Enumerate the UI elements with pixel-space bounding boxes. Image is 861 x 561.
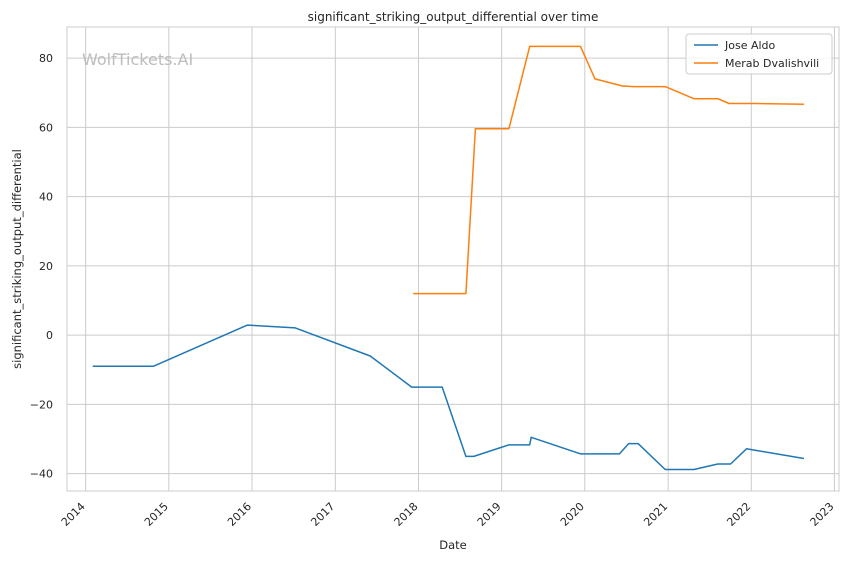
chart-title: significant_striking_output_differential… [308,10,599,24]
grid [67,27,839,491]
series-layer [92,45,805,471]
x-axis-label: Date [439,538,467,552]
watermark: WolfTickets.AI [82,50,193,69]
x-tick-label: 2022 [724,500,753,529]
x-tick-labels: 2014 2015 2016 2017 2018 2019 2020 2021 2022 2023 [59,500,837,529]
x-tick-label: 2019 [475,500,504,529]
y-tick-labels: −40 −20 0 20 40 60 80 [30,52,53,481]
x-tick-label: 2018 [392,500,421,529]
y-tick-label: 20 [39,260,53,273]
y-tick-label: −20 [30,398,53,411]
plot-background [67,27,839,491]
x-tick-label: 2020 [558,500,587,529]
y-tick-label: 60 [39,121,53,134]
legend: Jose Aldo Merab Dvalishvili [685,33,833,75]
series-line-jose-aldo [92,324,805,471]
y-tick-label: −40 [30,468,53,481]
x-tick-label: 2014 [59,500,88,529]
legend-label-merab-dvalishvili: Merab Dvalishvili [725,57,819,70]
x-tick-label: 2016 [225,500,254,529]
x-tick-label: 2023 [808,500,837,529]
plot-frame [66,26,840,492]
legend-box [685,33,833,75]
x-tick-label: 2015 [142,500,171,529]
series-line-merab-dvalishvili [413,45,804,295]
y-tick-label: 40 [39,191,53,204]
x-tick-label: 2021 [641,500,670,529]
legend-label-jose-aldo: Jose Aldo [724,39,776,52]
y-axis-label: significant_striking_output_differential [10,149,24,369]
y-tick-label: 0 [46,329,53,342]
y-tick-label: 80 [39,52,53,65]
x-tick-label: 2017 [308,500,337,529]
